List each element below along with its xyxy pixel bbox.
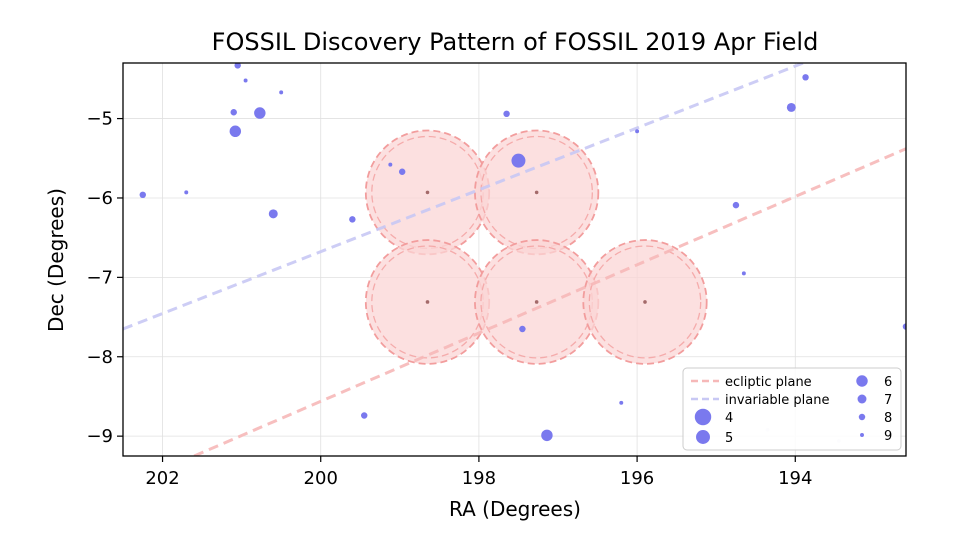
star-point [230, 108, 237, 116]
x-tick-label: 198 [462, 468, 496, 489]
star-point [619, 400, 624, 405]
legend-star-swatch [856, 375, 868, 387]
y-tick-label: −7 [86, 267, 113, 288]
field-center-point [643, 300, 647, 304]
star-point [741, 271, 746, 276]
star-point [184, 190, 189, 195]
legend-mag-label: 5 [725, 431, 733, 446]
reference-planes [123, 63, 906, 456]
y-tick-label: −9 [86, 426, 113, 447]
x-axis-ticks: 202 200 198 196 194 [145, 456, 812, 489]
y-tick-label: −5 [86, 109, 113, 130]
legend-mag-label: 6 [884, 375, 892, 390]
star-point [139, 191, 146, 199]
y-axis-label: Dec (Degrees) [44, 188, 68, 332]
x-axis-label: RA (Degrees) [449, 497, 581, 521]
field-center-point [534, 190, 539, 195]
field-center-point [425, 190, 430, 195]
star-point [388, 162, 393, 167]
star-point [503, 110, 510, 118]
star-point [511, 153, 526, 168]
star-point [541, 429, 553, 442]
star-point [802, 74, 809, 81]
star-point [268, 209, 278, 219]
star-point [732, 201, 740, 209]
star-point [229, 125, 242, 138]
legend: ecliptic plane invariable plane 4 5 6 7 8 9 [682, 367, 902, 451]
stars [139, 63, 912, 443]
plot-frame [122, 62, 907, 457]
star-point [349, 216, 356, 223]
star-point [254, 107, 266, 119]
legend-mag-label: 9 [884, 429, 892, 444]
chart-title: FOSSIL Discovery Pattern of FOSSIL 2019 … [212, 28, 819, 56]
star-point [398, 168, 406, 175]
legend-mag-label: 4 [725, 411, 733, 426]
legend-star-swatch [858, 413, 866, 421]
field-inner-circle [588, 245, 702, 359]
reference-line-invariable-plane [123, 63, 804, 331]
legend-line-label: ecliptic plane [725, 375, 812, 390]
x-tick-label: 196 [620, 468, 654, 489]
y-tick-label: −6 [86, 188, 113, 209]
star-point [902, 323, 906, 330]
field-center-point [534, 300, 539, 304]
legend-star-swatch [694, 408, 712, 426]
star-point [243, 78, 248, 83]
field-inner-circle [480, 135, 593, 249]
star-point [234, 63, 241, 69]
legend-mag-label: 7 [884, 393, 892, 408]
x-tick-label: 200 [304, 468, 338, 489]
star-point [361, 412, 368, 419]
legend-line-label: invariable plane [725, 393, 830, 408]
x-tick-label: 194 [778, 468, 812, 489]
star-point [279, 90, 284, 95]
legend-star-swatch [857, 394, 867, 404]
y-tick-label: −8 [86, 347, 113, 368]
star-point [635, 129, 640, 134]
legend-mag-label: 8 [884, 411, 892, 426]
reference-line-ecliptic-plane [193, 147, 906, 456]
star-point [908, 202, 912, 206]
observation-fields [364, 129, 708, 365]
star-point [786, 102, 796, 112]
x-tick-label: 202 [145, 468, 179, 489]
legend-box [682, 367, 902, 451]
field-center-point [425, 300, 430, 304]
legend-star-swatch [860, 433, 864, 437]
star-point [519, 325, 526, 333]
y-axis-ticks: −5 −6 −7 −8 −9 [86, 109, 123, 447]
legend-star-swatch [696, 430, 710, 444]
